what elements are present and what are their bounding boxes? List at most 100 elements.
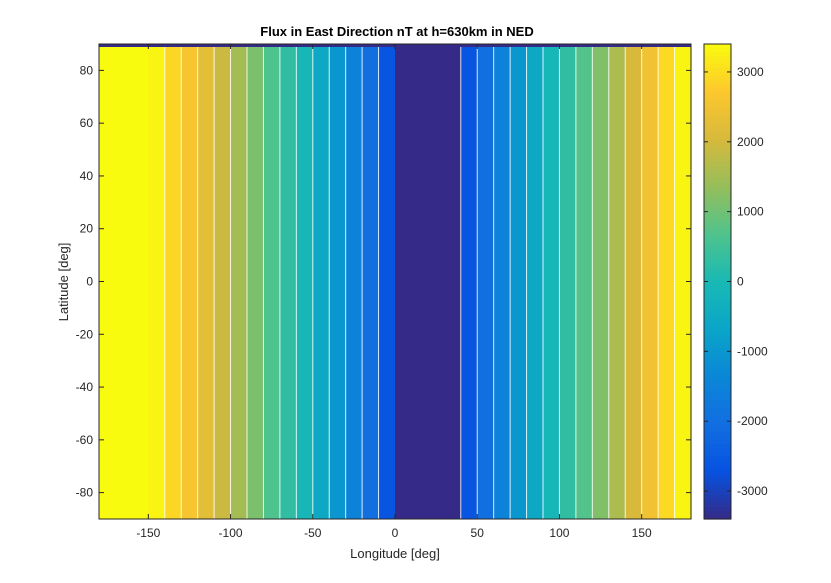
colorbar-segment xyxy=(704,277,731,283)
colorbar-tick-label: -2000 xyxy=(737,414,768,428)
colorbar-segment xyxy=(704,301,731,306)
colorbar-segment xyxy=(704,198,731,203)
heatmap-band xyxy=(247,44,265,519)
colorbar-segment xyxy=(704,431,731,437)
colorbar-segment xyxy=(704,103,731,108)
colorbar-segment xyxy=(704,412,731,417)
colorbar-segment xyxy=(704,380,731,386)
colorbar-segment xyxy=(704,491,731,496)
colorbar-segment xyxy=(704,447,731,453)
heatmap-band xyxy=(460,44,478,519)
colorbar-segment xyxy=(704,293,731,298)
colorbar-segment xyxy=(704,51,731,57)
colorbar-segment xyxy=(704,95,731,101)
colorbar-segment xyxy=(704,384,731,389)
colorbar-segment xyxy=(704,158,731,164)
colorbar-segment xyxy=(704,150,731,156)
colorbar-segment xyxy=(704,503,731,508)
y-tick-label: -60 xyxy=(76,433,94,447)
colorbar-segment xyxy=(704,455,731,461)
colorbar-segment xyxy=(704,162,731,168)
colorbar-segment xyxy=(704,340,731,346)
colorbar-segment xyxy=(704,59,731,65)
y-tick-label: -80 xyxy=(76,486,94,500)
heatmap-band xyxy=(296,44,314,519)
colorbar-segment xyxy=(704,372,731,378)
colorbar-segment xyxy=(704,285,731,291)
colorbar-segment xyxy=(704,210,731,215)
colorbar-segment xyxy=(704,483,731,488)
colorbar-segment xyxy=(704,451,731,457)
colorbar-segment xyxy=(704,467,731,473)
colorbar-segment xyxy=(704,115,731,120)
colorbar-segment xyxy=(704,237,731,243)
heatmap-band xyxy=(164,44,182,519)
colorbar-segment xyxy=(704,182,731,188)
colorbar-segment xyxy=(704,336,731,342)
colorbar-segment xyxy=(704,289,731,294)
colorbar-segment xyxy=(704,71,731,77)
colorbar-segment xyxy=(704,360,731,366)
x-tick-label: 50 xyxy=(471,526,485,540)
y-tick-label: 40 xyxy=(80,169,94,183)
heatmap-band xyxy=(526,44,544,519)
colorbar-segment xyxy=(704,226,731,231)
colorbar: 3000 2000 1000 0 -1000 -2000 -3000 xyxy=(703,43,768,520)
x-tick-label: 100 xyxy=(549,526,569,540)
heatmap-band xyxy=(625,44,643,519)
colorbar-segment xyxy=(704,99,731,104)
heatmap-band xyxy=(181,44,199,519)
colorbar-segment xyxy=(704,142,731,148)
colorbar-segment xyxy=(704,511,731,516)
colorbar-segment xyxy=(704,463,731,469)
colorbar-segment xyxy=(704,166,731,172)
colorbar-segment xyxy=(704,332,731,338)
colorbar-ticks: 3000 2000 1000 0 -1000 -2000 -3000 xyxy=(704,65,768,498)
heatmap-band xyxy=(148,44,166,519)
colorbar-segment xyxy=(704,174,731,180)
colorbar-segment xyxy=(704,388,731,393)
colorbar-segment xyxy=(704,305,731,310)
colorbar-segment xyxy=(704,376,731,382)
colorbar-segment xyxy=(704,396,731,401)
x-axis-ticks: -150 -100 -50 0 50 100 150 xyxy=(136,44,652,540)
colorbar-segment xyxy=(704,135,731,140)
colorbar-segment xyxy=(704,459,731,465)
heatmap-band xyxy=(279,44,297,519)
colorbar-segment xyxy=(704,253,731,259)
heatmap-band xyxy=(575,44,593,519)
heatmap-band xyxy=(493,44,511,519)
colorbar-segment xyxy=(704,131,731,136)
colorbar-segment xyxy=(704,439,731,445)
colorbar-segment xyxy=(704,87,731,93)
colorbar-tick-label: -1000 xyxy=(737,344,768,358)
colorbar-segment xyxy=(704,139,731,144)
colorbar-segment xyxy=(704,206,731,211)
chart-title: Flux in East Direction nT at h=630km in … xyxy=(260,24,533,39)
colorbar-segment xyxy=(704,329,731,334)
colorbar-segment xyxy=(704,475,731,481)
heatmap-band xyxy=(674,44,692,519)
colorbar-segment xyxy=(704,75,731,81)
heatmap-band xyxy=(230,44,248,519)
y-tick-label: 20 xyxy=(80,222,94,236)
heatmap-band xyxy=(543,44,561,519)
colorbar-segment xyxy=(704,222,731,227)
colorbar-segment xyxy=(704,146,731,152)
colorbar-segment xyxy=(704,63,731,69)
heatmap-band xyxy=(263,44,281,519)
heatmap-band xyxy=(99,44,149,519)
heatmap-band xyxy=(477,44,495,519)
colorbar-segment xyxy=(704,170,731,176)
colorbar-tick-label: -3000 xyxy=(737,484,768,498)
colorbar-segment xyxy=(704,313,731,318)
heatmap-band xyxy=(345,44,363,519)
heatmap-band xyxy=(510,44,528,519)
colorbar-segment xyxy=(704,83,731,89)
heatmap-band xyxy=(312,44,330,519)
colorbar-segment xyxy=(704,265,731,271)
colorbar-segment xyxy=(704,241,731,247)
heatmap-band xyxy=(197,44,215,519)
x-tick-label: -100 xyxy=(219,526,243,540)
colorbar-segment xyxy=(704,218,731,223)
